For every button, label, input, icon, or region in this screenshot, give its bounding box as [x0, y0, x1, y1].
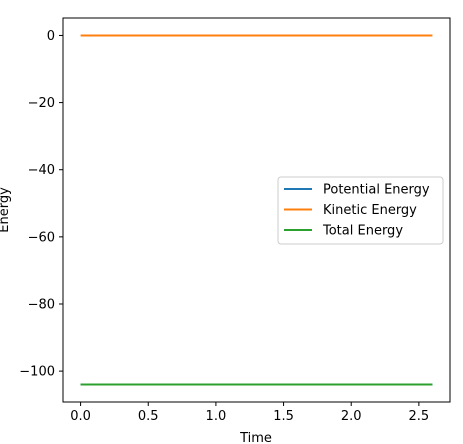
- series-lines: [80, 34, 433, 386]
- y-tick-label: −80: [28, 297, 55, 312]
- y-tick-label: −40: [28, 163, 55, 178]
- x-axis-title: Time: [239, 431, 272, 444]
- y-axis: 0 −20 −40 −60 −80 −100: [19, 29, 63, 380]
- y-axis-title: Energy: [0, 187, 12, 233]
- y-tick-label: −100: [19, 365, 55, 380]
- plot-frame: [62, 17, 451, 403]
- y-tick-label: −60: [28, 230, 55, 245]
- legend-label-0: Potential Energy: [323, 183, 430, 198]
- legend-label-1: Kinetic Energy: [323, 203, 417, 218]
- legend-label-2: Total Energy: [322, 224, 403, 239]
- legend-box: [277, 176, 444, 245]
- legend: Potential Energy Kinetic Energy Total Ener…: [277, 176, 444, 245]
- y-tick-label: −20: [28, 96, 55, 111]
- x-tick-label: 0.0: [70, 409, 91, 424]
- x-tick-label: 1.5: [273, 409, 294, 424]
- y-tick-label: 0: [47, 29, 55, 44]
- x-tick-label: 0.5: [138, 409, 159, 424]
- x-axis: 0.0 0.5 1.0 1.5 2.0 2.5: [70, 402, 429, 424]
- x-tick-label: 2.5: [409, 409, 430, 424]
- x-tick-label: 1.0: [206, 409, 227, 424]
- x-tick-label: 2.0: [341, 409, 362, 424]
